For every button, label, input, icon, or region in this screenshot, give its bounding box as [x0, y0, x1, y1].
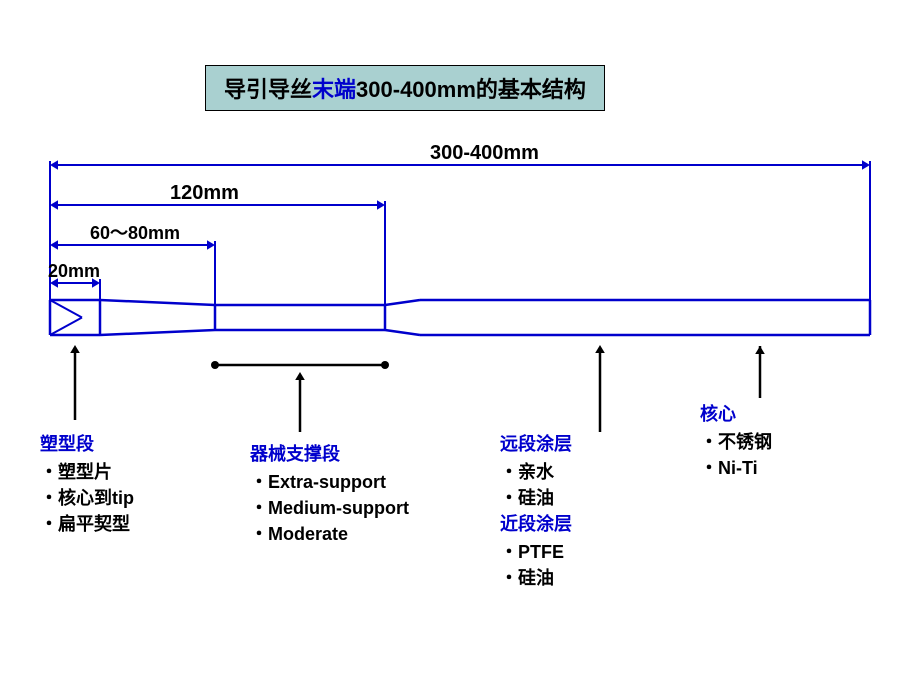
- annotation-list: 不锈钢Ni-Ti: [700, 428, 772, 480]
- annotation-item: Medium-support: [250, 494, 409, 520]
- annotation-heading: 塑型段: [40, 430, 134, 456]
- annotation-heading: 远段涂层: [500, 430, 572, 456]
- annotation-list: 塑型片核心到tip扁平契型: [40, 458, 134, 536]
- annotation-item: 扁平契型: [40, 510, 134, 536]
- dimension-label: 60～80mm: [90, 223, 180, 243]
- annotation-tip: 塑型段塑型片核心到tip扁平契型: [40, 430, 134, 536]
- title-prefix: 导引导丝: [224, 77, 312, 102]
- annotation-heading: 核心: [700, 400, 772, 426]
- annotation-heading: 近段涂层: [500, 510, 572, 536]
- annotation-list: 亲水硅油: [500, 458, 572, 510]
- title-box: 导引导丝末端300-400mm的基本结构: [205, 65, 605, 111]
- annotation-item: 硅油: [500, 484, 572, 510]
- annotation-core: 核心不锈钢Ni-Ti: [700, 400, 772, 480]
- annotation-item: PTFE: [500, 538, 572, 564]
- annotation-item: 核心到tip: [40, 484, 134, 510]
- title-suffix: 300-400mm的基本结构: [356, 77, 586, 102]
- annotation-item: 不锈钢: [700, 428, 772, 454]
- annotation-coating-far: 远段涂层亲水硅油: [500, 430, 572, 510]
- annotation-item: Extra-support: [250, 468, 409, 494]
- annotation-list: Extra-supportMedium-supportModerate: [250, 468, 409, 546]
- annotation-item: 硅油: [500, 564, 572, 590]
- annotation-heading: 器械支撑段: [250, 440, 409, 466]
- annotation-coating-near: 近段涂层PTFE硅油: [500, 510, 572, 590]
- annotation-list: PTFE硅油: [500, 538, 572, 590]
- annotation-item: Moderate: [250, 520, 409, 546]
- annotation-item: 塑型片: [40, 458, 134, 484]
- annotation-item: Ni-Ti: [700, 454, 772, 480]
- title-highlight: 末端: [312, 77, 356, 102]
- dimension-label: 20mm: [48, 261, 100, 281]
- guidewire-body: [50, 300, 870, 335]
- dimension-label: 300-400mm: [430, 142, 539, 164]
- annotation-item: 亲水: [500, 458, 572, 484]
- annotation-support: 器械支撑段Extra-supportMedium-supportModerate: [250, 440, 409, 546]
- dimension-label: 120mm: [170, 182, 239, 204]
